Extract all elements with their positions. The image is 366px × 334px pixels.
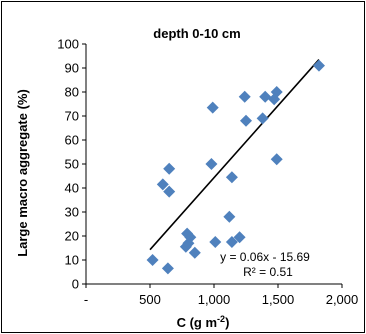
x-axis-label: C (g m-2) [177,314,230,330]
data-point [233,231,246,244]
data-point [225,236,238,248]
data-point [223,210,236,223]
trendline [149,59,320,251]
data-point [188,246,201,259]
y-tick-label: 10 [65,253,79,268]
data-point [146,254,159,266]
plot-area: 0 10 20 30 40 50 60 70 80 90 100 - 500 1,000 1,500 2,00… [57,37,358,308]
data-point [225,171,238,184]
data-point [270,86,283,98]
trendline-equation: y = 0.06x - 15.69 [220,250,310,264]
y-tick-label: 0 [72,277,79,292]
y-tick-label: 80 [65,85,79,100]
chart-title: depth 0-10 cm [153,26,240,41]
x-tick-label: - [84,292,88,307]
x-tick-label: 500 [139,292,161,307]
data-point [209,236,222,248]
x-tick-label: 2,000 [326,292,359,307]
x-axis-label-exponent: -2 [217,314,225,324]
y-tick-label: 90 [65,61,79,76]
r-squared: R² = 0.51 [243,265,293,279]
y-axis-label: Large macro aggregate (%) [15,89,30,257]
data-point [156,178,169,191]
y-tick-label: 20 [65,229,79,244]
data-point [259,90,272,103]
y-tick-label: 60 [65,133,79,148]
data-point [163,185,176,198]
data-point [240,114,252,127]
data-point [161,262,174,275]
x-tick-label: 1,500 [262,292,295,307]
data-point [163,162,176,175]
y-tick-label: 50 [65,157,79,172]
y-tick-label: 30 [65,205,79,220]
x-axis-label-close: ) [225,315,229,330]
y-tick-label: 40 [65,181,79,196]
data-point [205,158,218,170]
data-point [256,112,269,125]
data-point [184,231,197,244]
y-tick-label: 70 [65,109,79,124]
data-point [312,59,325,72]
data-point [238,90,251,103]
data-point [270,153,283,166]
x-tick-label: 1,000 [198,292,231,307]
x-axis-label-main: C (g m [177,315,217,330]
y-tick-label: 100 [57,37,79,52]
data-point [206,101,219,114]
